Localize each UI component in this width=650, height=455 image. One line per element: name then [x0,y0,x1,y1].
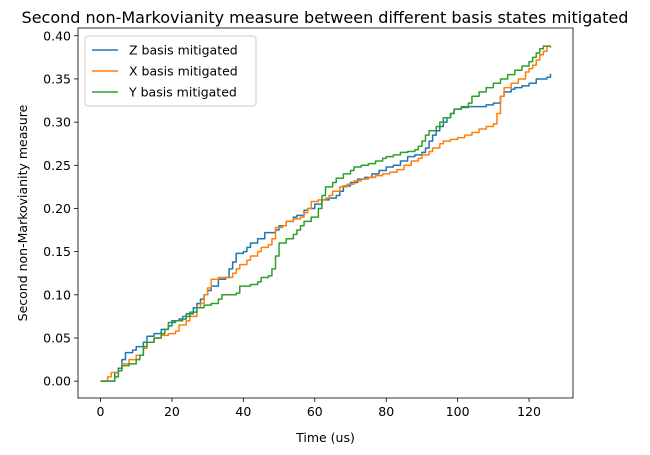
chart-title: Second non-Markovianity measure between … [22,8,629,27]
y-axis-ticks: 0.00 0.05 0.10 0.15 0.20 0.25 0.30 0.35 0.40 [43,28,78,389]
x-tick-label: 40 [235,404,251,419]
x-tick-label: 60 [307,404,323,419]
x-axis-ticks: 0 20 40 60 80 100 120 [97,398,541,419]
y-tick-label: 0.00 [43,374,71,389]
legend-label-1: Z basis mitigated [129,43,238,58]
axes-frame [77,27,574,399]
y-tick-label: 0.05 [43,330,71,345]
series-line-3 [100,45,551,382]
legend-label-2: X basis mitigated [129,64,238,79]
x-tick-label: 20 [164,404,180,419]
legend-box [84,35,257,107]
plot-area [77,27,574,399]
x-axis-title: Time (us) [295,430,355,445]
y-tick-label: 0.30 [43,115,71,130]
y-tick-label: 0.35 [43,71,71,86]
y-tick-label: 0.25 [43,158,71,173]
y-tick-label: 0.40 [43,28,71,43]
y-axis-title: Second non-Markovianity measure [15,104,30,321]
y-tick-label: 0.15 [43,244,71,259]
x-tick-label: 80 [378,404,394,419]
series-layer [100,45,552,382]
x-tick-label: 120 [517,404,541,419]
x-tick-label: 100 [446,404,470,419]
legend-label-3: Y basis mitigated [128,85,237,100]
x-tick-label: 0 [97,404,105,419]
y-tick-label: 0.20 [43,201,71,216]
y-tick-label: 0.10 [43,287,71,302]
legend: Z basis mitigated X basis mitigated Y basi… [84,35,257,107]
